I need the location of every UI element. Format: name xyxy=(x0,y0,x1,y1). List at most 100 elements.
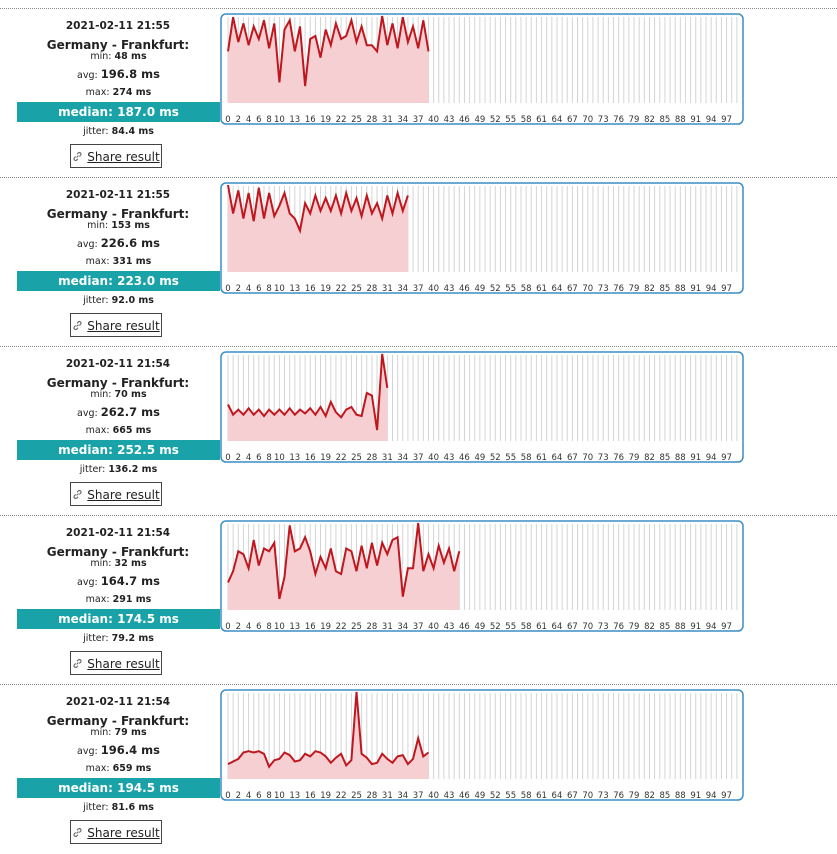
x-tick-label: 40 xyxy=(428,453,439,463)
x-tick-label: 4 xyxy=(246,453,251,463)
x-tick-label: 73 xyxy=(598,791,609,801)
result-head: 2021-02-11 21:55 Germany - Frankfurt: xyxy=(38,15,198,54)
jitter-stat: jitter: 92.0 ms xyxy=(17,295,220,306)
x-tick-label: 40 xyxy=(428,622,439,632)
x-tick-label: 61 xyxy=(536,622,547,632)
x-tick-label: 25 xyxy=(351,284,362,294)
x-tick-label: 85 xyxy=(659,453,670,463)
result-block: 2021-02-11 21:54 Germany - Frankfurt: min… xyxy=(0,346,837,516)
x-tick-label: 8 xyxy=(266,115,271,125)
x-tick-label: 64 xyxy=(552,453,563,463)
x-tick-label: 8 xyxy=(266,284,271,294)
share-button[interactable]: Share result xyxy=(70,482,162,506)
x-tick-label: 6 xyxy=(256,622,261,632)
share-button[interactable]: Share result xyxy=(70,144,162,168)
max-value: 665 ms xyxy=(112,425,152,436)
x-tick-label: 70 xyxy=(582,284,593,294)
max-label: max: xyxy=(85,425,110,436)
x-tick-label: 10 xyxy=(274,284,285,294)
x-tick-label: 97 xyxy=(721,791,732,801)
avg-value: 262.7 ms xyxy=(100,405,160,419)
median-bar: median: 174.5 ms xyxy=(17,609,220,629)
x-tick-label: 52 xyxy=(490,284,501,294)
x-tick-label: 64 xyxy=(552,622,563,632)
min-label: min: xyxy=(90,558,112,569)
x-tick-label: 16 xyxy=(305,622,316,632)
min-label: min: xyxy=(90,51,112,62)
x-tick-label: 25 xyxy=(351,791,362,801)
median-value: 174.5 ms xyxy=(117,612,179,626)
x-tick-label: 79 xyxy=(629,453,640,463)
median-value: 252.5 ms xyxy=(117,443,179,457)
result-block: 2021-02-11 21:55 Germany - Frankfurt: min… xyxy=(0,177,837,347)
min-stat: min: 70 ms xyxy=(17,389,220,400)
x-tick-label: 85 xyxy=(659,622,670,632)
latency-area xyxy=(228,692,429,779)
x-tick-label: 58 xyxy=(521,115,532,125)
x-tick-label: 40 xyxy=(428,791,439,801)
x-tick-label: 0 xyxy=(225,115,230,125)
max-value: 291 ms xyxy=(112,594,152,605)
x-tick-label: 82 xyxy=(644,622,655,632)
min-stat: min: 79 ms xyxy=(17,727,220,738)
x-tick-label: 37 xyxy=(413,284,424,294)
location: Germany - Frankfurt: xyxy=(46,714,190,728)
x-tick-label: 28 xyxy=(367,284,378,294)
x-tick-label: 85 xyxy=(659,284,670,294)
x-tick-label: 6 xyxy=(256,791,261,801)
share-button[interactable]: Share result xyxy=(70,820,162,844)
x-tick-label: 43 xyxy=(444,284,455,294)
latency-area xyxy=(228,16,429,103)
x-tick-label: 67 xyxy=(567,791,578,801)
avg-stat: avg: 196.4 ms xyxy=(17,743,220,757)
x-tick-label: 49 xyxy=(474,284,485,294)
x-tick-label: 34 xyxy=(397,791,408,801)
share-button[interactable]: Share result xyxy=(70,313,162,337)
x-tick-label: 79 xyxy=(629,115,640,125)
x-tick-label: 10 xyxy=(274,791,285,801)
share-button[interactable]: Share result xyxy=(70,651,162,675)
x-tick-label: 16 xyxy=(305,115,316,125)
x-tick-label: 25 xyxy=(351,622,362,632)
ping-chart: 0 2 4 6 8 10 13 16 19 22 25 28 31 34 37 40 43 46 49 52 55 58 6… xyxy=(220,520,744,632)
result-head: 2021-02-11 21:55 Germany - Frankfurt: xyxy=(38,184,198,223)
x-tick-label: 76 xyxy=(613,622,624,632)
x-tick-label: 0 xyxy=(225,453,230,463)
location: Germany - Frankfurt: xyxy=(46,207,190,221)
avg-label: avg: xyxy=(77,70,98,81)
min-label: min: xyxy=(90,389,112,400)
max-stat: max: 665 ms xyxy=(17,425,220,436)
x-tick-label: 4 xyxy=(246,115,251,125)
link-icon xyxy=(73,321,82,330)
x-tick-label: 94 xyxy=(706,453,717,463)
x-tick-label: 6 xyxy=(256,453,261,463)
jitter-stat: jitter: 79.2 ms xyxy=(17,633,220,644)
x-tick-label: 52 xyxy=(490,622,501,632)
datetime: 2021-02-11 21:55 xyxy=(65,20,171,32)
x-tick-label: 70 xyxy=(582,453,593,463)
x-tick-label: 55 xyxy=(505,791,516,801)
x-tick-label: 2 xyxy=(236,622,241,632)
x-tick-label: 16 xyxy=(305,453,316,463)
x-tick-label: 61 xyxy=(536,284,547,294)
ping-chart: 0 2 4 6 8 10 13 16 19 22 25 28 31 34 37 40 43 46 49 52 55 58 6… xyxy=(220,689,744,801)
x-tick-label: 64 xyxy=(552,115,563,125)
avg-label: avg: xyxy=(77,408,98,419)
latency-line xyxy=(227,15,430,87)
median-bar: median: 187.0 ms xyxy=(17,102,220,122)
min-value: 48 ms xyxy=(114,51,147,62)
x-tick-label: 13 xyxy=(289,115,300,125)
location: Germany - Frankfurt: xyxy=(46,545,190,559)
x-tick-label: 49 xyxy=(474,453,485,463)
x-tick-label: 34 xyxy=(397,622,408,632)
x-tick-label: 0 xyxy=(225,791,230,801)
ping-chart: 0 2 4 6 8 10 13 16 19 22 25 28 31 34 37 40 43 46 49 52 55 58 6… xyxy=(220,351,744,463)
x-tick-label: 82 xyxy=(644,284,655,294)
result-block: 2021-02-11 21:54 Germany - Frankfurt: min… xyxy=(0,684,837,854)
min-value: 153 ms xyxy=(111,220,150,231)
max-stat: max: 331 ms xyxy=(17,256,220,267)
x-tick-label: 37 xyxy=(413,791,424,801)
jitter-value: 81.6 ms xyxy=(111,802,154,813)
avg-value: 196.8 ms xyxy=(100,67,160,81)
